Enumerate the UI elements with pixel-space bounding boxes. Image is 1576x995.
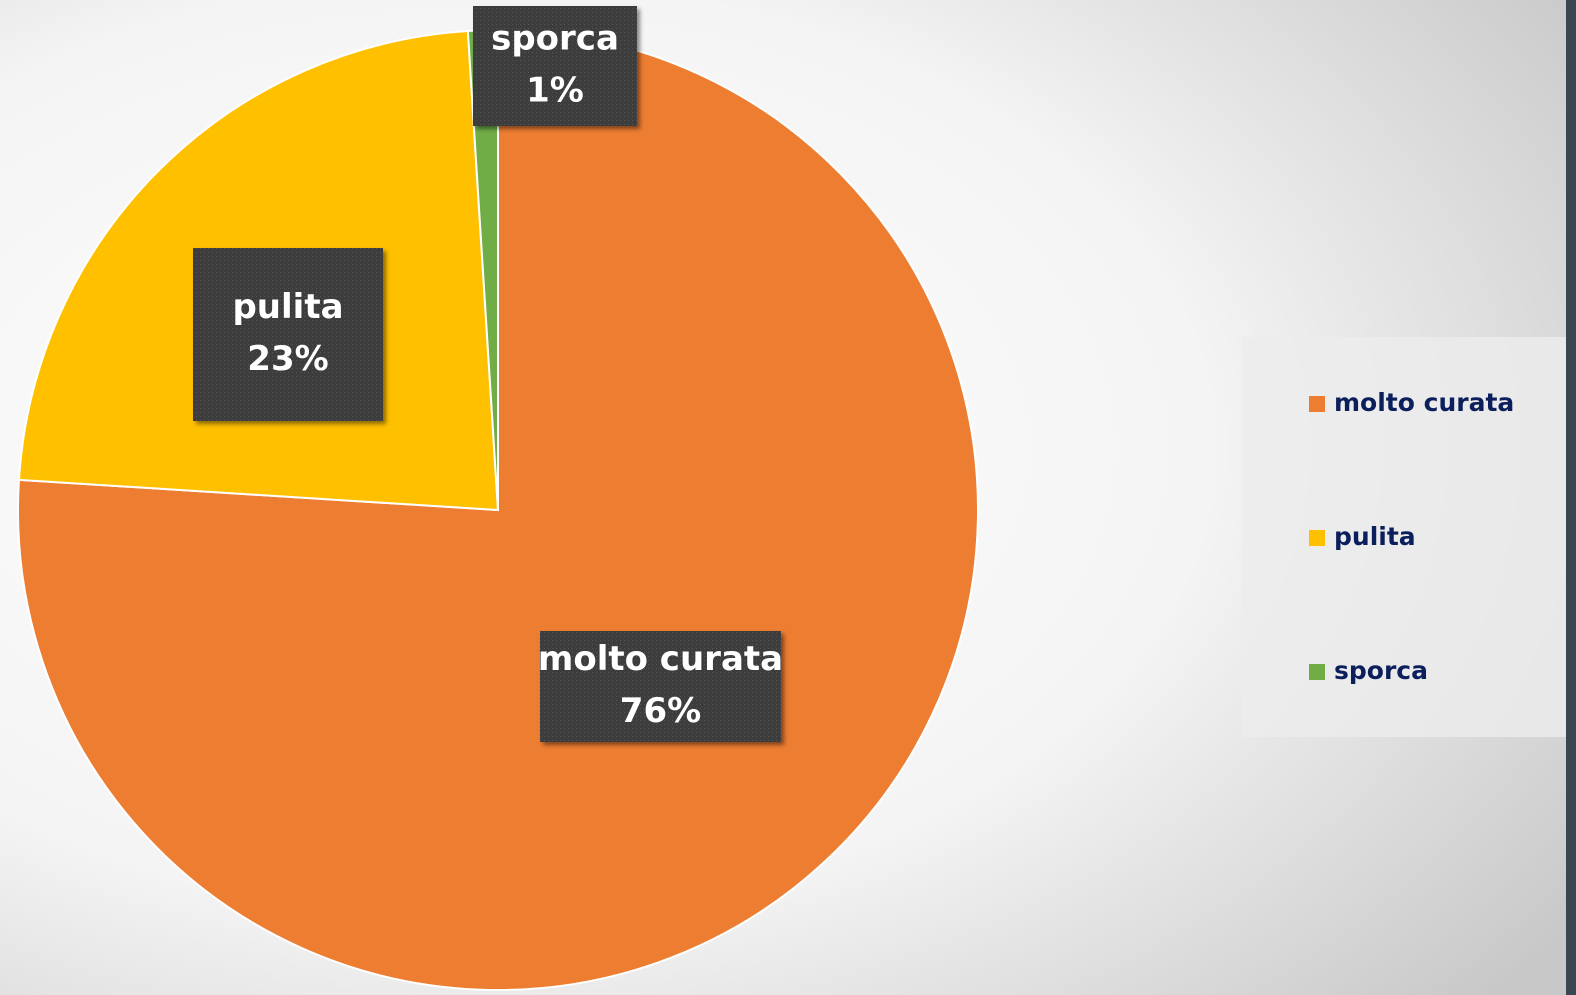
label-box bbox=[473, 6, 637, 126]
legend-swatch bbox=[1309, 664, 1325, 680]
label-value: 1% bbox=[526, 71, 584, 111]
label-category: pulita bbox=[232, 287, 343, 327]
label-category: sporca bbox=[491, 19, 619, 59]
pie bbox=[17, 28, 979, 991]
label-category: molto curata bbox=[538, 639, 783, 679]
legend-swatch bbox=[1309, 530, 1325, 546]
data-labels: molto curata 76% pulita 23% sporca 1% bbox=[193, 6, 783, 742]
label-box bbox=[193, 248, 383, 421]
edge-stripe bbox=[1566, 0, 1576, 995]
legend-label: molto curata bbox=[1334, 388, 1514, 417]
legend-label: sporca bbox=[1334, 656, 1428, 685]
legend: molto curata pulita sporca bbox=[1309, 388, 1514, 685]
legend-box bbox=[1242, 337, 1566, 737]
legend-swatch bbox=[1309, 396, 1325, 412]
legend-label: pulita bbox=[1334, 522, 1416, 551]
pie-slice bbox=[17, 28, 979, 991]
label-value: 23% bbox=[247, 339, 328, 379]
label-box bbox=[540, 631, 781, 742]
label-value: 76% bbox=[620, 691, 701, 731]
